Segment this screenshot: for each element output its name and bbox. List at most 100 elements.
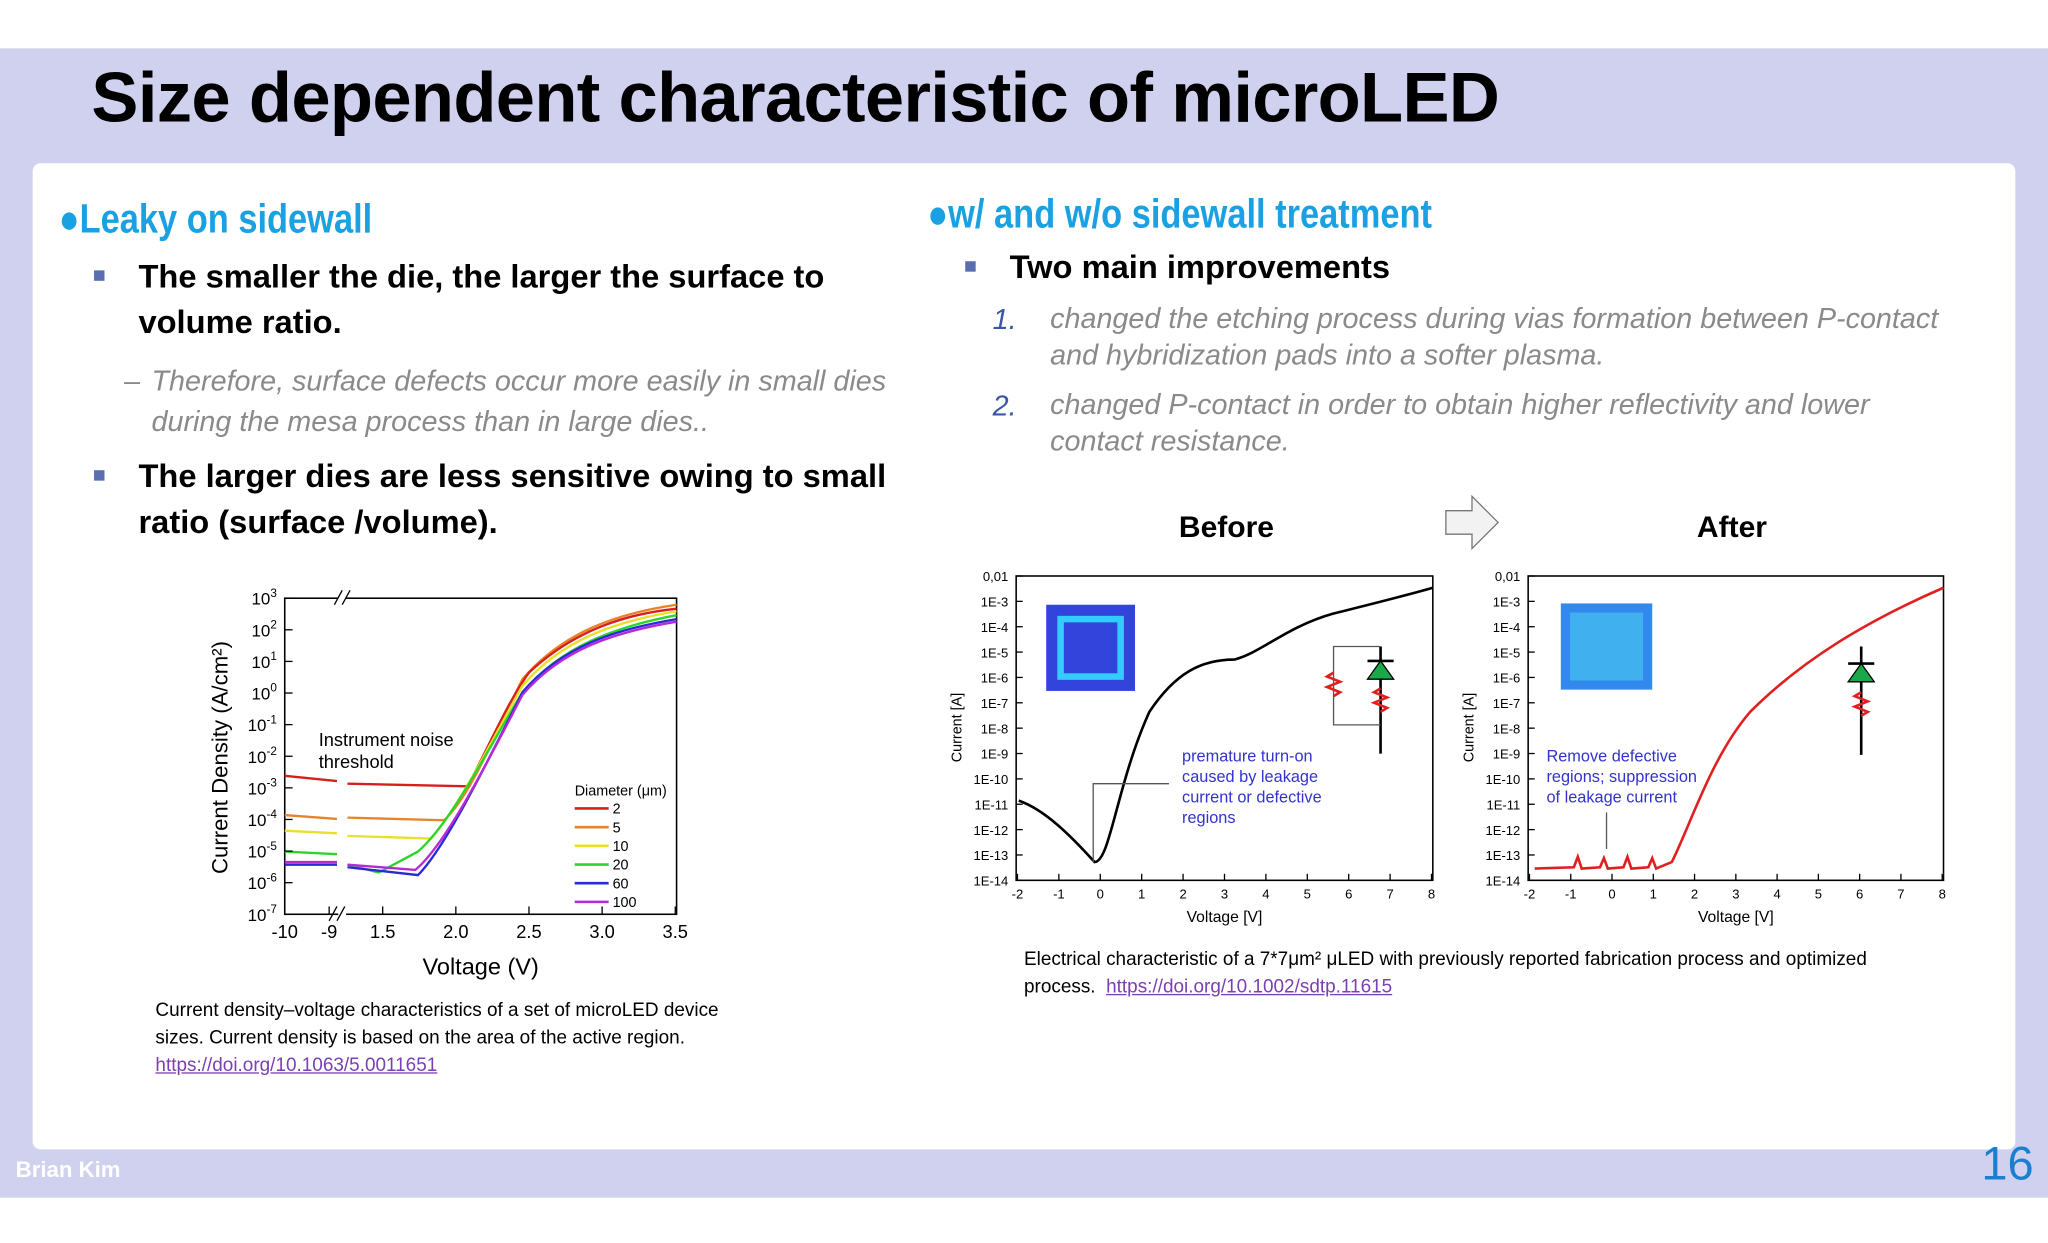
page-number: 16 — [1981, 1136, 2034, 1190]
x-tick-label: 1.5 — [370, 921, 395, 942]
x-tick-label: 2 — [1179, 887, 1186, 902]
y-tick-label: 101 — [251, 650, 276, 672]
y-tick-label: 10-4 — [248, 808, 278, 830]
right-ticks: 0,01 1E-3 1E-4 1E-5 1E-6 1E-7 1E-8 1E-9 1E-10 1E-… — [949, 569, 1946, 926]
y-tick-label: 1E-14 — [973, 874, 1008, 889]
x-tick-label: 6 — [1345, 887, 1352, 902]
y-tick-label: 1E-13 — [1485, 848, 1520, 863]
bullet-text: Two main improvements — [1009, 249, 1391, 287]
annotation: of leakage current — [1546, 788, 1677, 806]
y-tick-label: 1E-8 — [981, 721, 1009, 736]
x-tick-label: 1 — [1138, 887, 1145, 902]
tick-exponent: -7 — [266, 903, 276, 916]
x-tick-label: 8 — [1939, 887, 1946, 902]
y-axis-label: Current Density (A/cm²) — [207, 641, 232, 874]
left-ticks: 10310210110010-110-210-310-410-510-610-7… — [207, 587, 688, 979]
x-tick-label: 0 — [1608, 887, 1615, 902]
y-tick-label: 1E-3 — [1493, 595, 1521, 610]
y-tick-label: 1E-4 — [981, 620, 1009, 635]
legend-label: 10 — [613, 839, 629, 855]
axis-break-marks — [328, 590, 351, 922]
circuit-symbol — [1323, 645, 1876, 755]
tick-base: 10 — [251, 621, 270, 640]
figure-caption: Electrical characteristic of a 7*7μm² μL… — [1024, 947, 1925, 1002]
caption-text: Current density–voltage characteristics … — [155, 1000, 719, 1049]
section-heading: ●w/ and w/o sidewall treatment — [927, 190, 1432, 237]
figure-caption: Current density–voltage characteristics … — [155, 998, 743, 1080]
annotation: current or defective — [1182, 788, 1322, 806]
x-tick-label: 7 — [1386, 887, 1393, 902]
x-tick-label: -9 — [321, 921, 337, 942]
item-number: 1. — [992, 303, 1017, 336]
iv-curve — [1534, 586, 1945, 871]
y-tick-label: 1E-12 — [1485, 823, 1520, 838]
tick-exponent: -1 — [266, 713, 276, 726]
annotation: caused by leakage — [1182, 768, 1318, 786]
legend-label: 5 — [613, 820, 621, 836]
x-axis-label: Voltage [V] — [1187, 909, 1263, 926]
tick-exponent: 2 — [270, 619, 277, 632]
tick-exponent: -5 — [266, 840, 277, 853]
annotation: threshold — [319, 751, 394, 772]
annotation: regions; suppression — [1546, 768, 1697, 786]
y-tick-label: 0,01 — [983, 569, 1008, 584]
x-tick-label: 6 — [1856, 887, 1863, 902]
y-tick-label: 10-6 — [248, 871, 278, 893]
legend-label: 100 — [613, 895, 637, 911]
item-text: changed the etching process during vias … — [1050, 301, 1939, 371]
x-tick-label: 3.0 — [589, 921, 614, 942]
x-tick-label: 2.5 — [516, 921, 541, 942]
bullet-marker — [965, 261, 976, 272]
iv-curve — [1018, 586, 1434, 864]
bullet-text: The smaller the die, the larger the surf… — [138, 258, 825, 341]
tick-base: 10 — [248, 748, 267, 767]
x-tick-label: 2 — [1691, 887, 1698, 902]
slide-title: Size dependent characteristic of microLE… — [91, 58, 1500, 138]
y-tick-label: 1E-11 — [1486, 797, 1520, 812]
y-tick-label: 0,01 — [1495, 569, 1520, 584]
y-axis-label: Current [A] — [1461, 693, 1477, 762]
annotation: premature turn-on — [1182, 747, 1313, 765]
y-tick-label: 1E-13 — [973, 848, 1008, 863]
item-text: changed P-contact in order to obtain hig… — [1050, 387, 1870, 458]
y-tick-label: 1E-5 — [981, 645, 1009, 660]
annotation: regions — [1182, 809, 1236, 827]
y-tick-label: 1E-14 — [1485, 874, 1520, 889]
annotation: Remove defective — [1546, 747, 1677, 765]
inset-image — [1057, 615, 1124, 680]
x-tick-label: -1 — [1053, 887, 1065, 902]
x-tick-label: 3 — [1221, 887, 1228, 902]
tick-base: 10 — [248, 843, 267, 862]
y-tick-label: 1E-6 — [981, 671, 1009, 686]
x-tick-label: 0 — [1097, 887, 1104, 902]
doi-link[interactable]: https://doi.org/10.1063/5.0011651 — [155, 1055, 438, 1077]
tick-base: 10 — [251, 590, 270, 609]
y-tick-label: 1E-6 — [1493, 671, 1521, 686]
tick-base: 10 — [248, 906, 267, 925]
legend-label: 60 — [613, 876, 629, 892]
y-tick-label: 1E-9 — [1493, 747, 1521, 762]
legend-label: 2 — [613, 802, 621, 818]
y-tick-label: 1E-7 — [1493, 696, 1521, 711]
y-tick-label: 10-7 — [248, 903, 277, 925]
legend-label: 20 — [613, 858, 629, 874]
x-tick-label: -2 — [1012, 887, 1024, 902]
bullet-text: The larger dies are less sensitive owing… — [138, 458, 887, 541]
tick-exponent: -6 — [266, 871, 277, 884]
tick-exponent: 3 — [270, 587, 277, 600]
iv-curves — [284, 603, 677, 877]
y-tick-label: 1E-10 — [973, 772, 1008, 787]
x-tick-label: 8 — [1428, 887, 1435, 902]
y-tick-label: 10-2 — [248, 745, 277, 767]
x-tick-label: 3 — [1732, 887, 1739, 902]
x-tick-label: 4 — [1773, 887, 1780, 902]
y-axis-label: Current [A] — [949, 693, 965, 762]
x-tick-label: 7 — [1897, 887, 1904, 902]
doi-link[interactable]: https://doi.org/10.1002/sdtp.11615 — [1106, 976, 1393, 998]
tick-base: 10 — [251, 685, 270, 704]
y-tick-label: 10-5 — [248, 840, 278, 862]
x-tick-label: 5 — [1304, 887, 1311, 902]
tick-exponent: -4 — [266, 808, 277, 821]
